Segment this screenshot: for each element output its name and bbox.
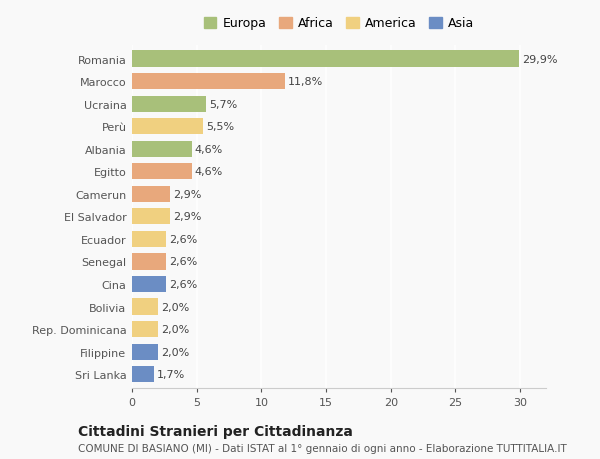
- Legend: Europa, Africa, America, Asia: Europa, Africa, America, Asia: [202, 15, 476, 33]
- Bar: [132, 276, 166, 292]
- Bar: [132, 186, 170, 202]
- Text: Cittadini Stranieri per Cittadinanza: Cittadini Stranieri per Cittadinanza: [78, 425, 353, 438]
- Bar: [132, 344, 158, 360]
- Text: COMUNE DI BASIANO (MI) - Dati ISTAT al 1° gennaio di ogni anno - Elaborazione TU: COMUNE DI BASIANO (MI) - Dati ISTAT al 1…: [78, 443, 567, 453]
- Bar: [132, 51, 519, 67]
- Text: 4,6%: 4,6%: [195, 145, 223, 154]
- Bar: [132, 96, 206, 112]
- Bar: [132, 231, 166, 247]
- Text: 2,6%: 2,6%: [169, 257, 197, 267]
- Text: 2,6%: 2,6%: [169, 280, 197, 289]
- Bar: [132, 254, 166, 270]
- Bar: [132, 141, 191, 157]
- Text: 11,8%: 11,8%: [288, 77, 323, 87]
- Text: 2,0%: 2,0%: [161, 325, 190, 334]
- Text: 2,9%: 2,9%: [173, 212, 201, 222]
- Bar: [132, 209, 170, 225]
- Text: 5,5%: 5,5%: [206, 122, 235, 132]
- Text: 2,9%: 2,9%: [173, 190, 201, 199]
- Text: 2,0%: 2,0%: [161, 302, 190, 312]
- Bar: [132, 164, 191, 180]
- Bar: [132, 299, 158, 315]
- Text: 29,9%: 29,9%: [522, 55, 557, 64]
- Text: 1,7%: 1,7%: [157, 369, 185, 379]
- Text: 2,0%: 2,0%: [161, 347, 190, 357]
- Bar: [132, 321, 158, 337]
- Text: 5,7%: 5,7%: [209, 100, 237, 109]
- Bar: [132, 366, 154, 382]
- Bar: [132, 74, 284, 90]
- Text: 2,6%: 2,6%: [169, 235, 197, 244]
- Text: 4,6%: 4,6%: [195, 167, 223, 177]
- Bar: [132, 119, 203, 135]
